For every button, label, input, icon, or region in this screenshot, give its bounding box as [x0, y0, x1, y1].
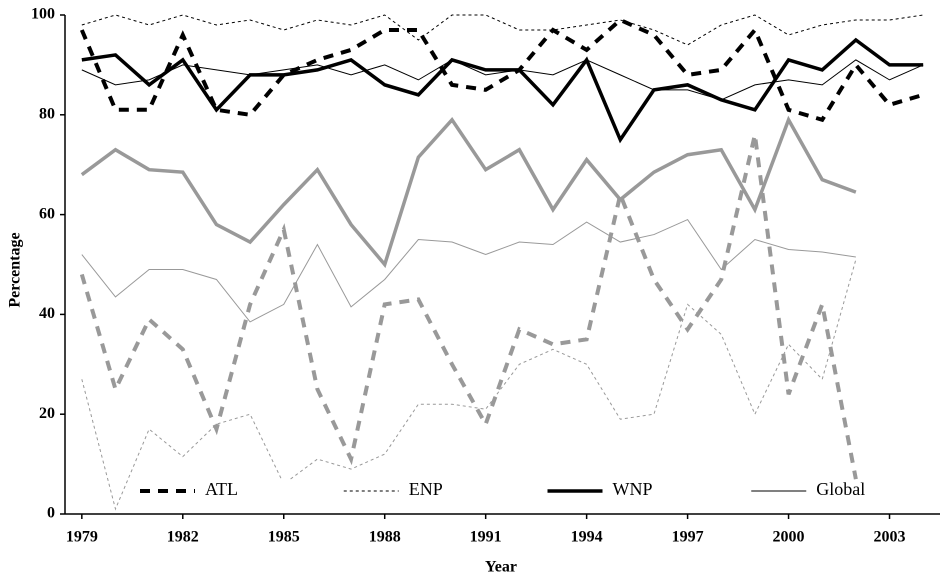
legend-label: Global — [816, 479, 865, 499]
x-tick-label: 2003 — [874, 529, 906, 546]
legend-bg — [745, 480, 919, 502]
legend-label: ENP — [409, 479, 443, 499]
legend-label: WNP — [613, 479, 653, 499]
x-tick-label: 1994 — [571, 529, 603, 546]
x-tick-label: 1988 — [369, 529, 401, 546]
line-series — [81, 59, 924, 101]
x-tick-label: 2000 — [773, 529, 805, 546]
x-tick-label: 1997 — [672, 529, 704, 546]
legend-bg — [541, 480, 716, 502]
line-series — [80, 115, 857, 269]
y-tick-label: 40 — [39, 305, 55, 322]
line-series — [81, 37, 924, 144]
legend-bg — [134, 480, 308, 502]
line-series — [81, 259, 857, 511]
x-axis-label: Year — [485, 559, 517, 576]
legend-bg — [337, 480, 512, 502]
x-tick-label: 1982 — [167, 529, 199, 546]
x-tick-label: 1991 — [470, 529, 502, 546]
legend-label: ATL — [205, 479, 238, 499]
line-series — [81, 218, 856, 323]
y-tick-label: 80 — [39, 105, 55, 122]
y-tick-label: 0 — [47, 505, 55, 522]
y-axis-label: Percentage — [7, 232, 24, 307]
line-series — [79, 134, 858, 480]
x-tick-label: 1985 — [268, 529, 300, 546]
x-tick-label: 1979 — [66, 529, 98, 546]
line-series — [81, 14, 924, 46]
y-tick-label: 20 — [39, 405, 55, 422]
y-tick-label: 60 — [39, 205, 55, 222]
y-tick-label: 100 — [31, 6, 55, 23]
line-series — [79, 17, 924, 123]
